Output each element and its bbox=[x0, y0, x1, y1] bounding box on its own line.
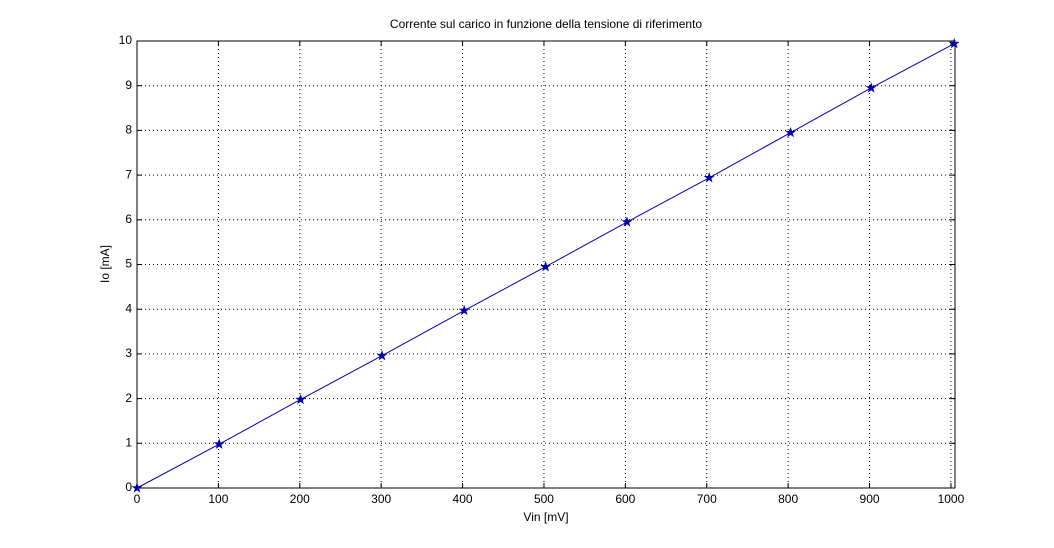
plot-frame bbox=[136, 40, 956, 489]
data-point bbox=[540, 261, 552, 272]
data-point bbox=[703, 172, 715, 183]
data-point bbox=[213, 438, 225, 449]
data-point bbox=[131, 482, 143, 493]
x-tick-label: 900 bbox=[860, 492, 880, 506]
y-tick-label: 9 bbox=[125, 78, 132, 92]
y-tick-label: 10 bbox=[119, 33, 133, 47]
y-tick-label: 2 bbox=[125, 391, 132, 405]
x-tick-label: 400 bbox=[453, 492, 473, 506]
x-tick-label: 100 bbox=[208, 492, 228, 506]
data-point bbox=[376, 349, 388, 361]
data-point bbox=[948, 37, 960, 49]
data-point bbox=[865, 82, 877, 93]
data-point bbox=[621, 216, 633, 227]
y-tick-label: 6 bbox=[125, 212, 132, 226]
y-tick-label: 8 bbox=[125, 123, 132, 137]
y-tick-label: 4 bbox=[125, 301, 132, 315]
x-tick-label: 300 bbox=[371, 492, 391, 506]
data-point bbox=[785, 126, 797, 138]
y-tick-label: 1 bbox=[125, 435, 132, 449]
x-tick-label: 700 bbox=[697, 492, 717, 506]
y-tick-label: 5 bbox=[125, 257, 132, 271]
y-axis-label: Io [mA] bbox=[98, 245, 112, 283]
x-tick-label: 1000 bbox=[938, 492, 965, 506]
x-tick-label: 800 bbox=[778, 492, 798, 506]
y-tick-label: 3 bbox=[125, 346, 132, 360]
data-point bbox=[458, 304, 470, 316]
data-point bbox=[295, 393, 307, 405]
y-tick-label: 0 bbox=[125, 480, 132, 494]
x-tick-label: 600 bbox=[615, 492, 635, 506]
x-tick-label: 200 bbox=[290, 492, 310, 506]
x-tick-label: 500 bbox=[534, 492, 554, 506]
x-tick-label: 0 bbox=[134, 492, 141, 506]
x-axis-label: Vin [mV] bbox=[523, 510, 568, 524]
chart-title: Corrente sul carico in funzione della te… bbox=[390, 17, 702, 31]
y-tick-label: 7 bbox=[125, 167, 132, 181]
